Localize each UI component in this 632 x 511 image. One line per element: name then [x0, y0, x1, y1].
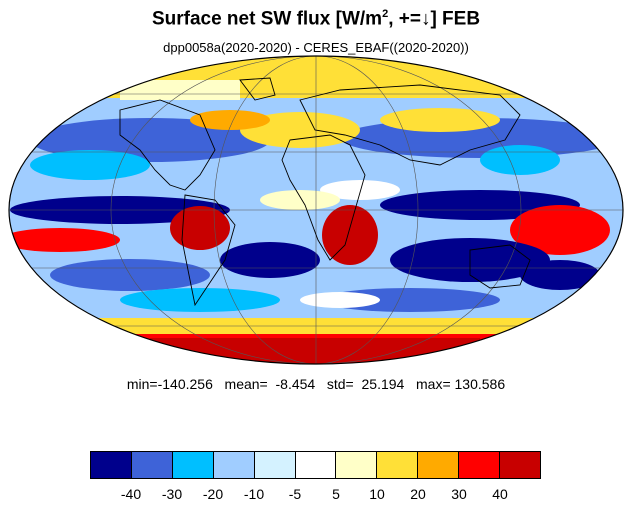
colorbar-tick-label: 40: [492, 486, 508, 502]
colorbar-tick-label: 5: [332, 486, 340, 502]
colorbar-tick-label: -10: [243, 486, 265, 502]
colorbar-swatch: [418, 452, 460, 478]
colorbar-tick-label: -5: [288, 486, 302, 502]
colorbar-swatch: [91, 452, 132, 478]
colorbar-swatch: [213, 452, 255, 478]
coastlines: [119, 77, 531, 307]
colorbar-swatch: [459, 452, 501, 478]
colorbar-swatch: [131, 452, 173, 478]
colorbar-labels: -40 -30 -20 -10 -5 5 10 20 30 40: [90, 486, 541, 504]
colorbar-tick-label: -30: [161, 486, 183, 502]
colorbar-swatch: [336, 452, 378, 478]
colorbar-tick-label: -40: [120, 486, 142, 502]
stats-line: min=-140.256 mean= -8.454 std= 25.194 ma…: [126, 376, 506, 392]
colorbar-swatch: [172, 452, 214, 478]
flux-field: [9, 56, 623, 364]
colorbar: [90, 451, 541, 479]
colorbar-tick-label: 20: [410, 486, 426, 502]
colorbar-tick-label: -20: [202, 486, 224, 502]
title-main: Surface net SW flux [W/m: [151, 8, 383, 30]
colorbar-swatch: [377, 452, 419, 478]
title-superscript: 2: [382, 8, 389, 20]
colorbar-swatch: [254, 452, 296, 478]
colorbar-swatch: [500, 452, 540, 478]
title-rest: , +=↓] FEB: [388, 8, 481, 30]
colorbar-tick-label: 10: [369, 486, 385, 502]
plot-subtitle: dpp0058a(2020-2020) - CERES_EBAF((2020-2…: [163, 40, 469, 55]
colorbar-swatch: [295, 452, 337, 478]
colorbar-tick-label: 30: [451, 486, 467, 502]
plot-title: Surface net SW flux [W/m2, +=↓] FEB: [0, 8, 632, 30]
graticule: [9, 56, 623, 364]
map-border: [8, 55, 624, 365]
